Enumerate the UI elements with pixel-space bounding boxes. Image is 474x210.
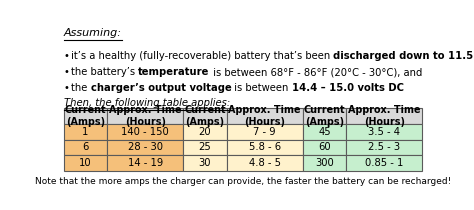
Text: 3.5 - 4: 3.5 - 4 <box>368 127 400 137</box>
Bar <box>64 155 107 171</box>
Bar <box>227 155 303 171</box>
Bar <box>346 140 422 155</box>
Bar <box>183 140 227 155</box>
Bar <box>64 109 107 124</box>
Bar <box>107 140 183 155</box>
Text: 5.8 - 6: 5.8 - 6 <box>249 142 281 152</box>
Text: 30: 30 <box>199 158 211 168</box>
Bar <box>107 124 183 140</box>
Text: Then, the following table applies:: Then, the following table applies: <box>64 98 230 108</box>
Text: 14.4 – 15.0 volts DC: 14.4 – 15.0 volts DC <box>292 83 404 93</box>
Text: charger’s output voltage: charger’s output voltage <box>91 83 231 93</box>
Text: 28 - 30: 28 - 30 <box>128 142 163 152</box>
Text: Current
(Amps): Current (Amps) <box>64 105 106 127</box>
Text: 6: 6 <box>82 142 89 152</box>
Text: Current
(Amps): Current (Amps) <box>304 105 345 127</box>
Text: 300: 300 <box>315 158 334 168</box>
Bar <box>183 109 227 124</box>
Text: 0.85 - 1: 0.85 - 1 <box>365 158 403 168</box>
Text: 2.5 - 3: 2.5 - 3 <box>368 142 401 152</box>
Text: 20: 20 <box>199 127 211 137</box>
Bar <box>183 124 227 140</box>
Bar <box>346 124 422 140</box>
Text: Current
(Amps): Current (Amps) <box>184 105 226 127</box>
Bar <box>303 140 346 155</box>
Text: •: • <box>64 83 70 93</box>
Bar <box>346 109 422 124</box>
Text: temperature: temperature <box>138 67 210 77</box>
Text: 140 - 150: 140 - 150 <box>121 127 169 137</box>
Text: 1: 1 <box>82 127 89 137</box>
Bar <box>183 155 227 171</box>
Text: Approx. Time
(Hours): Approx. Time (Hours) <box>348 105 420 127</box>
Text: 25: 25 <box>199 142 211 152</box>
Text: 7 - 9: 7 - 9 <box>254 127 276 137</box>
Text: the battery’s: the battery’s <box>71 67 138 77</box>
Text: Approx. Time
(Hours): Approx. Time (Hours) <box>109 105 182 127</box>
Text: 10: 10 <box>79 158 92 168</box>
Text: discharged down to 11.5 volts OCV: discharged down to 11.5 volts OCV <box>333 51 474 61</box>
Text: 14 - 19: 14 - 19 <box>128 158 163 168</box>
Text: it’s a healthy (fully-recoverable) battery that’s been: it’s a healthy (fully-recoverable) batte… <box>71 51 333 61</box>
Bar <box>346 155 422 171</box>
Bar <box>227 109 303 124</box>
Text: 60: 60 <box>318 142 331 152</box>
Text: •: • <box>64 51 70 61</box>
Text: Approx. Time
(Hours): Approx. Time (Hours) <box>228 105 301 127</box>
Text: Note that the more amps the charger can provide, the faster the battery can be r: Note that the more amps the charger can … <box>35 177 451 186</box>
Bar <box>64 140 107 155</box>
Text: 45: 45 <box>318 127 331 137</box>
Text: is between 68°F - 86°F (20°C - 30°C), and: is between 68°F - 86°F (20°C - 30°C), an… <box>210 67 422 77</box>
Bar <box>303 109 346 124</box>
Bar <box>303 124 346 140</box>
Text: 4.8 - 5: 4.8 - 5 <box>249 158 281 168</box>
Text: •: • <box>64 67 70 77</box>
Bar <box>107 155 183 171</box>
Bar <box>227 140 303 155</box>
Text: is between: is between <box>231 83 292 93</box>
Bar <box>227 124 303 140</box>
Text: Assuming:: Assuming: <box>64 28 122 38</box>
Bar <box>64 124 107 140</box>
Bar <box>303 155 346 171</box>
Bar <box>107 109 183 124</box>
Text: the: the <box>71 83 91 93</box>
